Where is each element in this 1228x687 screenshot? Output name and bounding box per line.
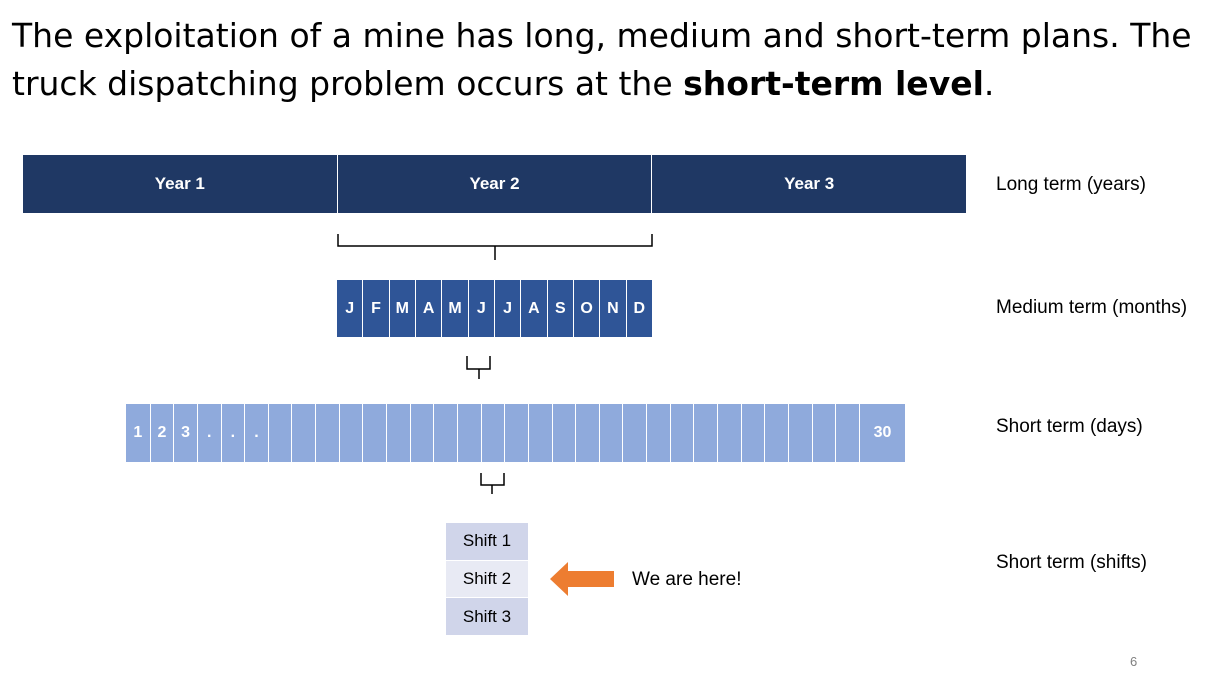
slide-title: The exploitation of a mine has long, med… [12, 12, 1217, 108]
day-cell [646, 404, 670, 462]
level-label-medium: Medium term (months) [996, 297, 1188, 318]
day-cell [811, 404, 836, 462]
shift-cell-current: Shift 2 [446, 559, 528, 599]
day-cell: 3 [173, 404, 197, 462]
day-cell [527, 404, 552, 462]
brace-day-to-shifts [480, 473, 505, 494]
day-cell [740, 404, 765, 462]
left-arrow-icon [550, 562, 614, 596]
day-cell: . [196, 404, 221, 462]
day-cell [433, 404, 457, 462]
month-cell: J [493, 280, 521, 337]
year-cell: Year 3 [651, 155, 967, 213]
day-cell [787, 404, 812, 462]
day-cell [338, 404, 363, 462]
brace-year-to-months [337, 234, 653, 260]
month-cell: N [599, 280, 626, 337]
day-cell [291, 404, 316, 462]
day-cell [456, 404, 481, 462]
months-row: J F M A M J J A S O N D [337, 280, 652, 337]
day-cell: . [244, 404, 268, 462]
day-cell [315, 404, 339, 462]
title-end-text: . [983, 64, 995, 103]
year-cell: Year 2 [336, 155, 652, 213]
level-label-long: Long term (years) [996, 174, 1146, 195]
month-cell: M [441, 280, 468, 337]
month-cell: D [625, 280, 652, 337]
month-cell: J [337, 280, 363, 337]
day-cell [504, 404, 528, 462]
month-cell: J [467, 280, 494, 337]
year-cell: Year 1 [23, 155, 337, 213]
title-bold-text: short-term level [683, 64, 984, 103]
day-cell [717, 404, 741, 462]
shift-cell: Shift 1 [446, 523, 528, 560]
title-text: The exploitation of a mine has long, med… [12, 16, 1192, 103]
month-cell: A [520, 280, 547, 337]
day-cell-last: 30 [858, 404, 906, 462]
day-cell [480, 404, 505, 462]
day-cell [575, 404, 599, 462]
month-cell: O [572, 280, 600, 337]
day-cell: . [220, 404, 245, 462]
day-cell [551, 404, 576, 462]
page-number: 6 [1130, 654, 1138, 669]
day-cell [598, 404, 623, 462]
shift-cell: Shift 3 [446, 598, 528, 636]
years-row: Year 1 Year 2 Year 3 [23, 155, 967, 213]
shifts-column: Shift 1 Shift 2 Shift 3 [446, 523, 528, 636]
day-cell [693, 404, 717, 462]
day-cell [267, 404, 292, 462]
month-cell: F [362, 280, 389, 337]
brace-month-to-days [466, 356, 491, 379]
day-cell [835, 404, 859, 462]
we-are-here-label: We are here! [632, 569, 742, 590]
day-cell [362, 404, 387, 462]
day-cell [386, 404, 410, 462]
day-cell [764, 404, 788, 462]
month-cell: A [414, 280, 442, 337]
level-label-shifts: Short term (shifts) [996, 552, 1147, 573]
day-cell [669, 404, 694, 462]
day-cell [622, 404, 647, 462]
month-cell: M [388, 280, 415, 337]
day-cell [409, 404, 434, 462]
level-label-days: Short term (days) [996, 416, 1143, 437]
month-cell: S [546, 280, 573, 337]
days-row: 1 2 3 . . . 30 [126, 404, 906, 462]
day-cell: 1 [126, 404, 150, 462]
day-cell: 2 [149, 404, 174, 462]
